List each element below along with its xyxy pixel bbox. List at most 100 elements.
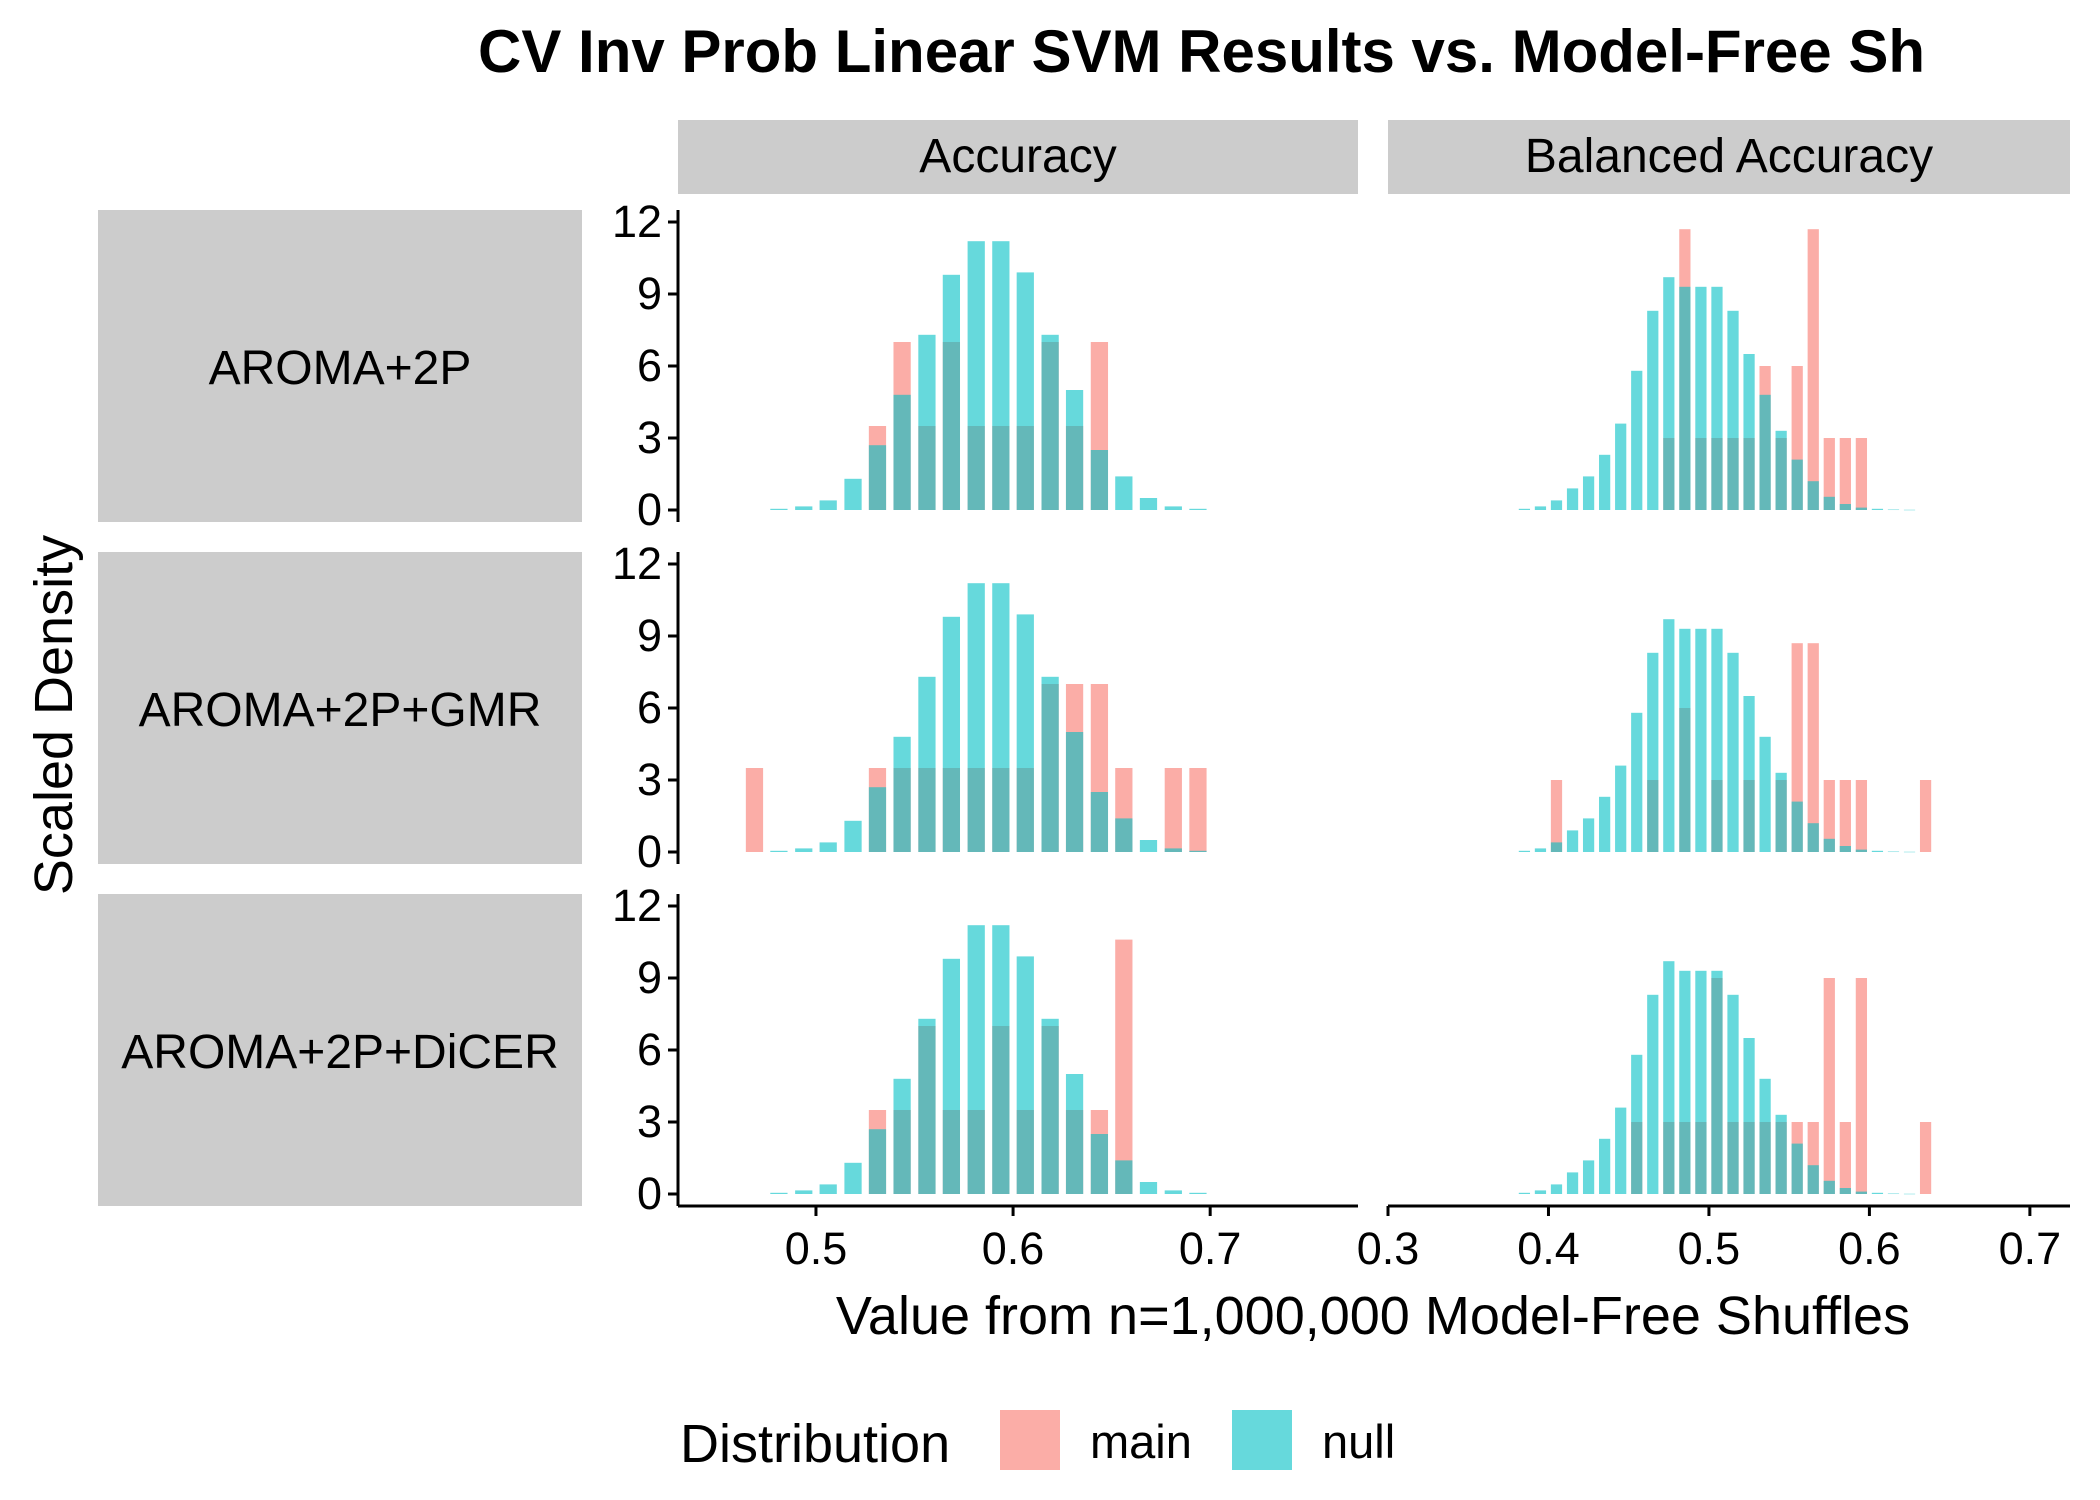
panel-aroma-2p-gmr-accuracy (745, 583, 1207, 852)
bar-null (992, 583, 1010, 852)
legend-key-main (1000, 1410, 1060, 1470)
bar-null (1871, 508, 1884, 510)
y-tick-label: 0 (637, 1168, 662, 1219)
bar-null (1807, 823, 1819, 852)
row-strip-aroma-2p-gmr: AROMA+2P+GMR (98, 552, 582, 864)
bar-null (1855, 849, 1868, 852)
bar-null (1065, 1074, 1084, 1194)
bar-null (819, 842, 837, 852)
bar-main (1823, 438, 1835, 510)
bar-main (1839, 1122, 1851, 1194)
bar-null (868, 787, 887, 852)
bar-main (1164, 768, 1182, 852)
bar-null (1599, 454, 1611, 510)
y-tick-label: 12 (612, 538, 662, 589)
bar-null (1041, 1018, 1059, 1194)
row-strip-aroma-2p: AROMA+2P (98, 210, 582, 522)
row-strip-label-aroma-2p-gmr: AROMA+2P+GMR (139, 684, 542, 737)
x-tick-label: 0.6 (1838, 1223, 1901, 1274)
legend-title: Distribution (680, 1414, 950, 1474)
y-tick-label: 6 (637, 682, 662, 733)
bar-null (1823, 496, 1835, 510)
bar-null (942, 616, 961, 852)
bar-null (1582, 476, 1595, 510)
bar-null (1139, 840, 1158, 852)
bar-main (1823, 978, 1835, 1194)
x-tick-label: 0.7 (1179, 1223, 1242, 1274)
bar-null (1189, 508, 1207, 510)
bar-null (795, 506, 813, 510)
y-tick-label: 6 (637, 1024, 662, 1075)
bar-null (1164, 1190, 1182, 1194)
bar-null (1534, 1190, 1547, 1194)
bar-null (1566, 830, 1579, 852)
bar-null (1582, 818, 1595, 852)
bar-null (1016, 956, 1034, 1194)
bar-null (1887, 1193, 1900, 1195)
bar-null (1823, 838, 1835, 852)
panel-aroma-2p-dicer-balanced-accuracy (1518, 961, 1932, 1195)
bar-null (1711, 970, 1723, 1194)
row-strip-label-aroma-2p-dicer: AROMA+2P+DiCER (121, 1026, 558, 1079)
bar-null (844, 820, 862, 852)
bar-null (795, 848, 813, 852)
bar-main (1807, 643, 1819, 852)
panel-aroma-2p-accuracy (770, 241, 1207, 510)
bar-null (1791, 1143, 1803, 1194)
legend-key-null (1232, 1410, 1292, 1470)
bar-null (1791, 459, 1803, 510)
bar-null (1534, 506, 1547, 510)
bar-null (1663, 277, 1675, 510)
bar-null (1115, 1160, 1133, 1194)
y-tick-label: 9 (637, 268, 662, 319)
bar-null (1871, 1192, 1884, 1194)
bar-main (1823, 780, 1835, 852)
bar-null (992, 925, 1010, 1194)
x-axis-title: Value from n=1,000,000 Model-Free Shuffl… (836, 1286, 1910, 1346)
bar-null (1139, 1182, 1158, 1194)
bar-null (967, 241, 985, 510)
bar-null (1743, 354, 1755, 510)
bar-null (1164, 506, 1182, 510)
bar-main (1855, 438, 1868, 510)
x-tick-label: 0.5 (1678, 1223, 1741, 1274)
y-tick-label: 0 (637, 484, 662, 535)
bar-null (1647, 652, 1659, 852)
bar-null (1839, 1188, 1851, 1194)
bar-null (1550, 842, 1563, 852)
bar-null (868, 445, 887, 510)
bar-null (1711, 628, 1723, 852)
bar-null (770, 850, 788, 852)
bar-null (1631, 712, 1643, 852)
bar-null (1695, 628, 1707, 852)
bar-null (1887, 509, 1900, 511)
bar-null (1647, 310, 1659, 510)
bar-null (1679, 286, 1691, 510)
bar-null (1189, 1192, 1207, 1194)
bar-null (1711, 286, 1723, 510)
column-strip-label-balanced-accuracy: Balanced Accuracy (1525, 130, 1933, 183)
x-tick-label: 0.3 (1357, 1223, 1420, 1274)
bar-null (1139, 498, 1158, 510)
bar-null (1090, 1134, 1109, 1194)
bar-null (1695, 970, 1707, 1194)
column-strip-accuracy: Accuracy (678, 120, 1358, 194)
bar-null (1887, 851, 1900, 853)
bar-null (1855, 1191, 1868, 1194)
bar-null (1775, 430, 1787, 510)
bar-null (1615, 423, 1627, 510)
bar-null (819, 500, 837, 510)
y-tick-label: 9 (637, 952, 662, 1003)
bar-null (1871, 850, 1884, 852)
bar-null (1016, 614, 1034, 852)
bar-null (1903, 509, 1916, 511)
panel-aroma-2p-balanced-accuracy (1518, 229, 1916, 511)
bar-null (967, 925, 985, 1194)
bar-null (1090, 450, 1109, 510)
bar-null (1016, 272, 1034, 510)
bar-main (1791, 366, 1803, 510)
bar-null (1759, 394, 1771, 510)
bar-null (1743, 696, 1755, 852)
bar-main (1855, 780, 1868, 852)
